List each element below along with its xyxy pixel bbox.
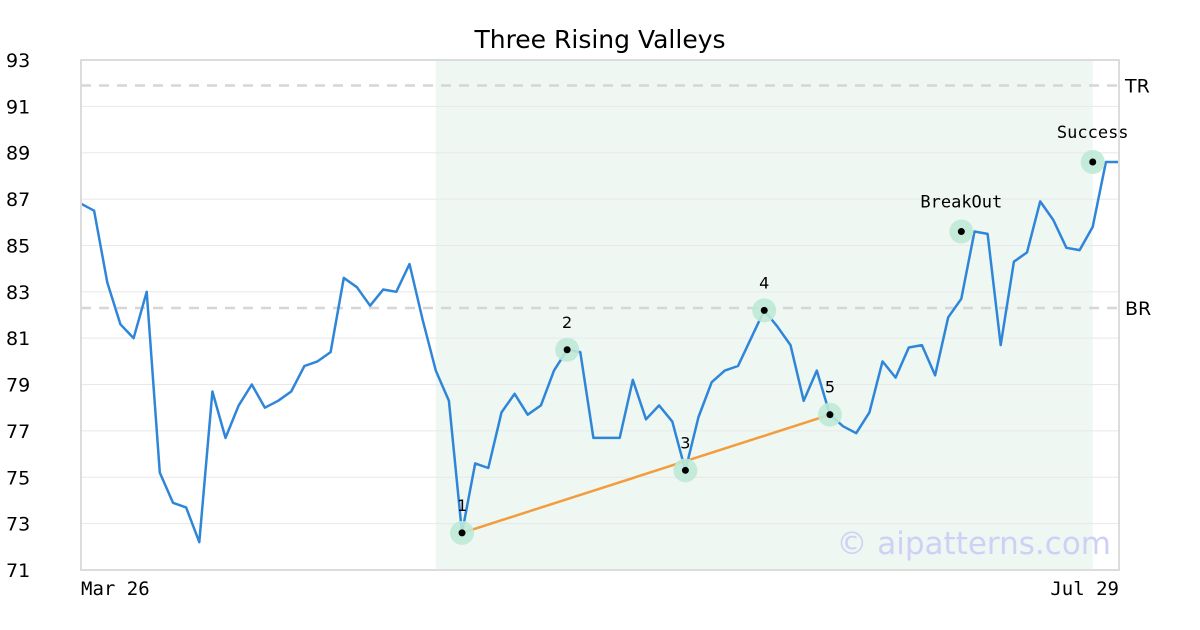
y-tick-label: 77 [6,421,30,443]
y-tick-label: 91 [6,96,30,118]
reference-lines: TR BR [81,76,1151,320]
y-tick-label: 85 [6,235,30,257]
point-dot-2 [563,346,571,354]
series-layer [80,160,1119,544]
trend-layer [461,413,831,535]
point-label-4: 4 [759,273,769,292]
y-tick-label: 89 [6,143,30,165]
point-label-3: 3 [680,433,690,452]
x-tick-label: Jul 29 [1050,578,1119,600]
point-dot-1 [458,529,466,537]
y-tick-label: 75 [6,467,30,489]
points-layer: 1 2 3 4 5 BreakOut Success [450,123,1129,545]
y-tick-label: 93 [6,50,30,72]
gridlines [81,105,1119,525]
x-tick-label: Mar 26 [81,578,150,600]
point-label-2: 2 [562,313,572,332]
y-tick-label: 87 [6,189,30,211]
y-tick-label: 71 [6,560,30,582]
point-label-5: 5 [825,378,835,397]
watermark: © aipatterns.com [836,526,1111,562]
point-dot-4 [760,306,768,314]
plot-frame [80,59,1120,571]
reference-label-br: BR [1125,298,1151,320]
y-tick-label: 73 [6,514,30,536]
point-dot-3 [681,466,689,474]
price-line [80,160,1119,544]
watermark-layer: © aipatterns.com [836,526,1111,562]
point-dot-5 [826,411,834,419]
y-tick-label: 81 [6,328,30,350]
point-dot-success [1089,158,1097,166]
point-label-1: 1 [457,496,467,515]
axes-layer: 71 73 75 77 79 81 83 85 87 89 91 93 Mar 26 Jul 29 [6,50,1120,600]
trend-line [461,413,831,535]
y-tick-label: 83 [6,282,30,304]
point-label-success: Success [1057,123,1129,143]
chart-title: Three Rising Valleys [473,25,725,54]
point-dot-breakout [957,228,965,236]
y-tick-label: 79 [6,375,30,397]
reference-label-tr: TR [1124,76,1150,98]
point-label-breakout: BreakOut [920,193,1002,213]
